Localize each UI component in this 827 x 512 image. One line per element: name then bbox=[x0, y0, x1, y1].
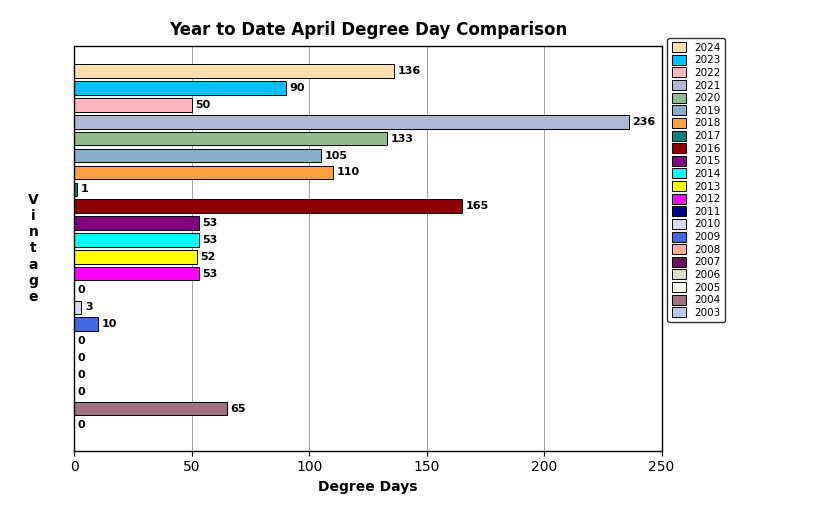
Bar bbox=[74, 132, 387, 145]
Legend: 2024, 2023, 2022, 2021, 2020, 2019, 2018, 2017, 2016, 2015, 2014, 2013, 2012, 20: 2024, 2023, 2022, 2021, 2020, 2019, 2018… bbox=[667, 38, 725, 322]
Bar bbox=[74, 115, 629, 129]
Bar bbox=[74, 65, 394, 78]
Bar bbox=[74, 183, 77, 196]
Text: 52: 52 bbox=[200, 252, 216, 262]
Bar bbox=[74, 267, 199, 281]
Text: 236: 236 bbox=[632, 117, 656, 127]
Bar bbox=[74, 81, 286, 95]
Text: 133: 133 bbox=[390, 134, 414, 144]
Bar bbox=[74, 149, 321, 162]
Text: 0: 0 bbox=[78, 353, 85, 363]
Text: 110: 110 bbox=[337, 167, 360, 178]
X-axis label: Degree Days: Degree Days bbox=[318, 480, 418, 494]
Text: 10: 10 bbox=[102, 319, 117, 329]
Bar bbox=[74, 233, 199, 247]
Text: 0: 0 bbox=[78, 336, 85, 346]
Text: 65: 65 bbox=[231, 403, 246, 414]
Text: 1: 1 bbox=[80, 184, 88, 194]
Bar bbox=[74, 402, 227, 415]
Text: 0: 0 bbox=[78, 387, 85, 397]
Bar bbox=[74, 250, 197, 264]
Text: 0: 0 bbox=[78, 286, 85, 295]
Text: 105: 105 bbox=[324, 151, 347, 161]
Text: 53: 53 bbox=[203, 218, 218, 228]
Text: 0: 0 bbox=[78, 370, 85, 380]
Bar bbox=[74, 199, 462, 213]
Text: 136: 136 bbox=[398, 66, 421, 76]
Bar bbox=[74, 301, 82, 314]
Text: 53: 53 bbox=[203, 235, 218, 245]
Text: 50: 50 bbox=[195, 100, 211, 110]
Bar bbox=[74, 166, 332, 179]
Bar bbox=[74, 98, 192, 112]
Bar bbox=[74, 216, 199, 230]
Text: 165: 165 bbox=[466, 201, 489, 211]
Bar bbox=[74, 317, 98, 331]
Title: Year to Date April Degree Day Comparison: Year to Date April Degree Day Comparison bbox=[169, 21, 567, 39]
Text: V
i
n
t
a
g
e: V i n t a g e bbox=[28, 193, 39, 304]
Text: 53: 53 bbox=[203, 269, 218, 279]
Text: 90: 90 bbox=[289, 83, 305, 93]
Text: 3: 3 bbox=[85, 303, 93, 312]
Text: 0: 0 bbox=[78, 420, 85, 431]
